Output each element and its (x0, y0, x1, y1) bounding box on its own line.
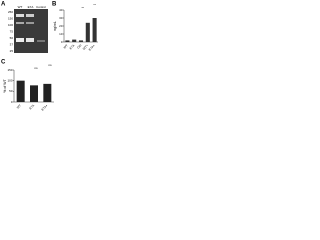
y-tick-label: 10 (59, 32, 63, 36)
x-tick-label: WT (63, 43, 69, 49)
bar (16, 80, 25, 102)
x-tick-label: Ctrl (76, 43, 82, 49)
x-tick-label: E7A+ (88, 43, 96, 51)
annotation: ** (82, 6, 85, 10)
bar (92, 18, 97, 42)
x-tick-label: WT (16, 103, 22, 109)
marker-label: 100 (8, 23, 13, 27)
marker-label: 25 (10, 49, 14, 53)
bar (30, 85, 38, 102)
y-tick-label: 20 (59, 24, 63, 28)
figure: A B C WT E7A Control2501501007550372501020… (1, 2, 98, 112)
x-tick-label: E7A (28, 103, 35, 110)
panel-label: C (1, 60, 6, 66)
y-axis-label: ng/mL (53, 21, 57, 31)
bar (85, 22, 90, 42)
bar (78, 40, 84, 42)
marker-label: 37 (10, 42, 14, 46)
lane-label: Control (36, 5, 46, 9)
x-tick-label: WT+ (82, 43, 90, 51)
y-tick-label: 150 (7, 68, 12, 72)
x-tick-label: E7A+ (41, 103, 49, 111)
y-tick-label: 30 (59, 16, 63, 20)
page: A B C WT E7A Control 250 150 100 75 50 37 25 0 10 20… (0, 0, 320, 116)
y-tick-label: 40 (59, 8, 63, 12)
band (26, 14, 34, 17)
annotation: ns (34, 66, 38, 70)
marker-label: 50 (10, 36, 14, 40)
panel-label: B (52, 2, 57, 8)
lane-label: E7A (28, 5, 34, 9)
bar (65, 40, 70, 42)
blot (14, 9, 48, 53)
band (16, 22, 24, 24)
y-tick-label: 0 (11, 100, 13, 104)
annotation: ** (93, 3, 96, 7)
band (26, 22, 34, 24)
band (26, 38, 34, 42)
bar (72, 39, 77, 42)
y-axis-label: % of WT (3, 78, 7, 92)
bar (43, 83, 52, 102)
marker-label: 150 (8, 16, 13, 20)
marker-label: 250 (8, 10, 13, 14)
y-tick-label: 50 (9, 89, 13, 93)
marker-label: 75 (10, 29, 14, 33)
x-tick-label: E7A (69, 43, 76, 50)
lane-label: WT (18, 5, 23, 9)
y-tick-label: 100 (7, 78, 12, 82)
band (16, 14, 24, 17)
band (37, 40, 45, 42)
band (16, 38, 24, 42)
panel-label: A (1, 2, 6, 8)
annotation: ns (48, 63, 52, 67)
y-tick-label: 0 (61, 40, 63, 44)
